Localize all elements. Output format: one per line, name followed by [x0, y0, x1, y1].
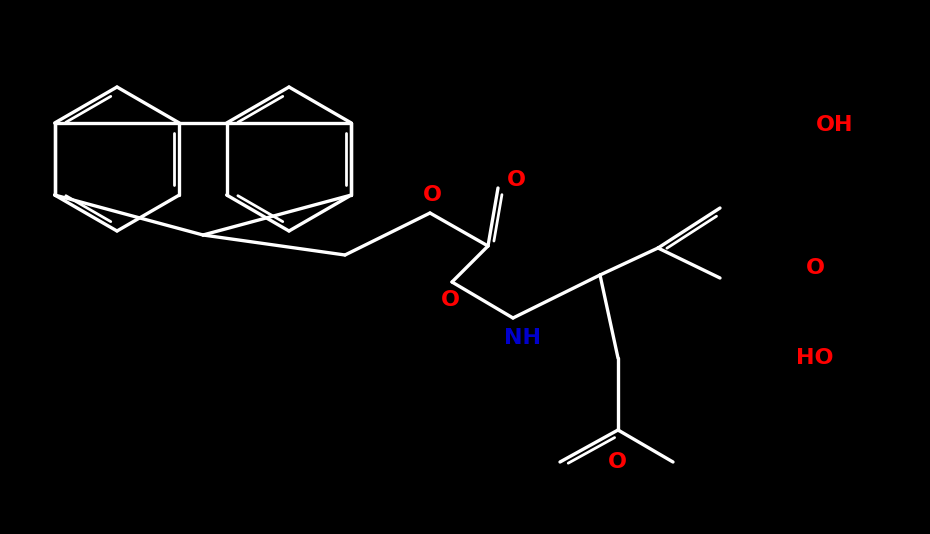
- Text: HO: HO: [796, 348, 834, 368]
- Text: O: O: [805, 258, 825, 278]
- Text: O: O: [422, 185, 442, 205]
- Text: OH: OH: [817, 115, 854, 135]
- Text: O: O: [607, 452, 627, 472]
- Text: O: O: [441, 290, 459, 310]
- Text: O: O: [507, 170, 525, 190]
- Text: NH: NH: [504, 328, 541, 348]
